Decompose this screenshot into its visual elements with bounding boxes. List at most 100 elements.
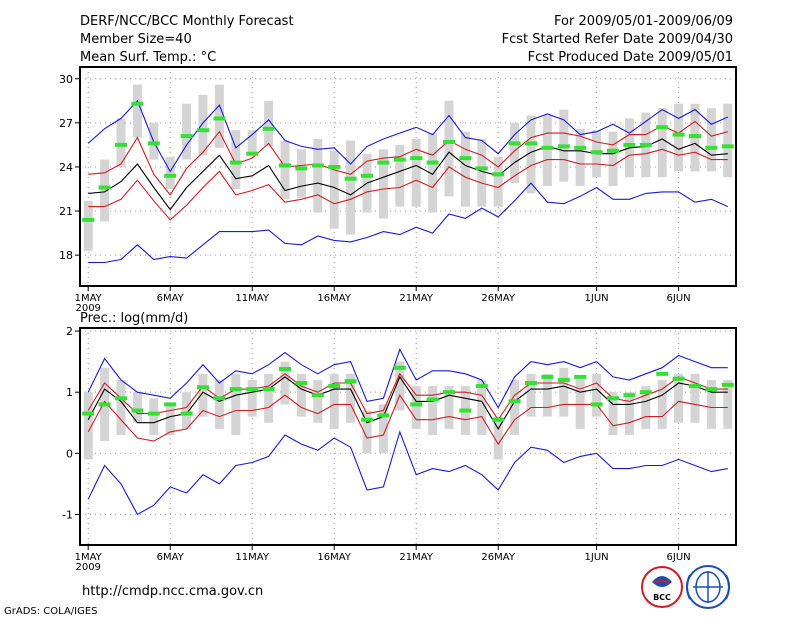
temperature-series-lines: [87, 99, 729, 264]
x-tick-label: 16MAY: [317, 293, 351, 304]
median-mark: [672, 376, 685, 381]
spread-box: [428, 133, 438, 213]
median-mark: [492, 172, 505, 177]
median-mark: [443, 139, 455, 144]
spread-box: [723, 103, 733, 178]
spread-box: [165, 404, 175, 435]
spread-box: [198, 373, 208, 417]
x-tick-label: 6MAY: [157, 552, 185, 563]
median-mark: [721, 382, 734, 387]
spread-box: [395, 361, 405, 411]
median-mark: [131, 408, 144, 413]
spread-box: [280, 361, 290, 405]
year-label: 2009: [75, 303, 100, 314]
spread-box: [411, 139, 421, 207]
spread-box: [690, 373, 700, 423]
x-tick-label: 11MAY: [235, 552, 269, 563]
bcc-logo-swirl-red: [654, 579, 670, 585]
median-mark: [98, 185, 111, 190]
median-mark: [147, 141, 160, 146]
median-mark: [82, 217, 95, 222]
spread-box: [182, 392, 192, 429]
spread-box: [100, 159, 110, 222]
y-tick-label: 2: [66, 325, 73, 338]
spread-box: [149, 398, 159, 435]
median-mark: [246, 387, 259, 392]
spread-box: [674, 103, 684, 172]
spread-box: [116, 118, 126, 167]
median-mark: [410, 156, 423, 161]
bcc-logo: BCC: [641, 566, 683, 608]
x-tick-label: 26MAY: [481, 293, 515, 304]
precip-median-marks: [82, 365, 734, 422]
median-mark: [262, 126, 275, 131]
median-mark: [311, 163, 324, 168]
median-mark: [344, 379, 357, 384]
y-tick-label: 27: [59, 117, 73, 130]
median-mark: [197, 385, 209, 390]
spread-box: [657, 379, 667, 429]
series-line: [87, 348, 728, 409]
member-size: Member Size=40: [80, 32, 192, 47]
spread-box: [444, 100, 454, 197]
fcst-produced-date: Fcst Produced Date 2009/05/01: [528, 50, 733, 65]
spread-box: [280, 140, 290, 200]
precip-plot-frame: [79, 327, 737, 546]
chart-title: DERF/NCC/BCC Monthly Forecast: [80, 14, 294, 29]
median-mark: [508, 399, 521, 404]
median-mark: [705, 387, 718, 392]
spread-box: [460, 131, 470, 207]
spread-box: [378, 404, 388, 454]
median-mark: [98, 402, 111, 407]
spread-box: [608, 392, 618, 435]
series-line: [87, 372, 728, 421]
median-mark: [361, 417, 373, 422]
median-mark: [541, 374, 554, 379]
median-mark: [147, 411, 160, 416]
precip-grid: [80, 328, 736, 545]
spread-box: [575, 128, 585, 187]
median-mark: [115, 396, 127, 401]
median-mark: [508, 141, 521, 146]
x-tick-label: 1MAY: [75, 552, 103, 563]
series-line: [87, 430, 728, 516]
x-tick-label: 26MAY: [481, 552, 515, 563]
median-mark: [492, 417, 505, 422]
median-mark: [541, 145, 554, 150]
median-mark: [295, 166, 308, 171]
x-tick-label: 1JUN: [585, 552, 609, 563]
bcc-logo-text: BCC: [653, 593, 671, 602]
spread-box: [182, 103, 192, 160]
median-mark: [180, 411, 193, 416]
spread-box: [264, 100, 274, 147]
spread-box: [264, 373, 274, 423]
series-line: [87, 394, 728, 446]
median-mark: [607, 396, 619, 401]
median-mark: [229, 160, 242, 165]
temperature-axes: 18 21 24 27 30 1MAY 6MAY 11MAY 16MAY 21MAY 26MAY 1J…: [59, 73, 691, 314]
wmo-globe-logo: [686, 565, 730, 609]
median-mark: [590, 402, 603, 407]
spread-box: [313, 139, 323, 213]
y-tick-label: -1: [62, 508, 73, 521]
spread-box: [510, 122, 520, 184]
median-mark: [672, 132, 685, 137]
median-mark: [164, 173, 177, 178]
series-line: [87, 375, 728, 430]
temperature-plot-area: [80, 67, 736, 286]
precip-variable-label: Prec.: log(mm/d): [80, 311, 188, 326]
median-mark: [590, 150, 603, 155]
spread-box: [706, 379, 716, 429]
y-tick-label: 1: [66, 386, 73, 399]
spread-box: [165, 156, 175, 189]
x-tick-label: 11MAY: [235, 293, 269, 304]
median-mark: [475, 384, 488, 389]
median-mark: [213, 116, 226, 121]
spread-box: [362, 410, 372, 454]
median-mark: [377, 160, 390, 165]
x-tick-label: 21MAY: [399, 293, 433, 304]
y-tick-label: 30: [59, 73, 73, 86]
series-line: [87, 99, 729, 173]
spread-box: [313, 379, 323, 423]
spread-box: [592, 373, 602, 417]
